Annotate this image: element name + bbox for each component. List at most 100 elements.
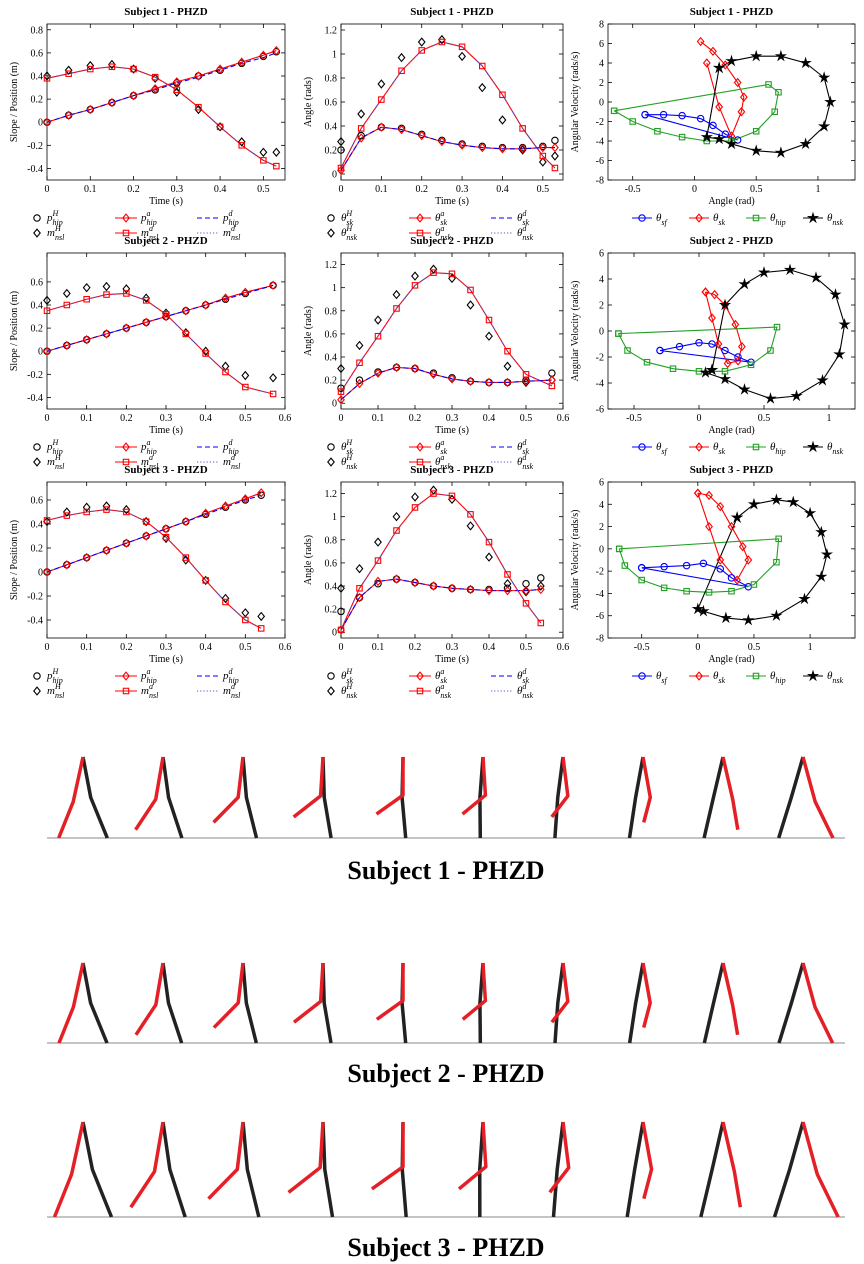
x-tick-label: 0.6 <box>557 642 570 653</box>
marker <box>357 109 366 119</box>
marker <box>43 516 51 527</box>
marker <box>637 564 646 572</box>
marker <box>181 516 190 527</box>
x-tick-label: 0 <box>45 642 50 653</box>
marker <box>337 136 345 147</box>
marker <box>411 282 419 289</box>
x-tick-label: 0.3 <box>160 413 173 424</box>
marker <box>716 565 725 573</box>
marker <box>551 142 559 153</box>
marker <box>725 54 738 67</box>
y-axis-label: Angle (rads) <box>303 535 314 585</box>
series-line <box>46 66 277 167</box>
legend-label: θH nsk <box>341 682 358 700</box>
marker <box>838 318 851 330</box>
axes-box <box>46 481 286 639</box>
x-tick-label: 0.5 <box>750 184 763 195</box>
legend-label: θd nsk <box>517 224 534 242</box>
marker <box>610 107 618 115</box>
y-axis-label: Angle (rads) <box>303 77 314 127</box>
x-tick-label: 0.3 <box>160 642 173 653</box>
marker <box>693 488 702 498</box>
marker <box>721 346 729 355</box>
marker <box>660 562 668 571</box>
stance-leg <box>161 1121 187 1218</box>
marker <box>709 121 717 130</box>
marker <box>43 346 51 356</box>
x-tick-label: 0 <box>697 413 702 424</box>
y-tick-label: 0 <box>38 347 43 358</box>
marker <box>498 115 507 125</box>
swing-leg <box>375 963 405 1021</box>
marker <box>172 87 181 97</box>
y-tick-label: 0.6 <box>325 558 338 569</box>
x-tick-label: 0 <box>45 184 50 195</box>
marker <box>216 122 225 132</box>
marker <box>733 575 742 585</box>
marker <box>65 70 72 77</box>
y-tick-label: 0 <box>332 399 337 410</box>
x-tick-label: 0.2 <box>409 413 422 424</box>
marker <box>519 125 526 132</box>
marker <box>374 579 382 588</box>
legend-marker <box>752 672 760 680</box>
stance-leg <box>551 1121 565 1218</box>
y-tick-label: 6 <box>599 249 604 260</box>
marker <box>659 110 668 119</box>
marker <box>448 374 456 384</box>
marker <box>437 136 446 147</box>
y-tick-label: -2 <box>596 353 604 364</box>
y-tick-label: 0.6 <box>31 496 44 507</box>
marker <box>337 146 345 154</box>
y-tick-label: -8 <box>596 634 604 645</box>
marker <box>43 75 51 82</box>
marker <box>43 71 51 81</box>
marker <box>551 151 559 161</box>
legend-label: θsk <box>713 670 726 685</box>
marker <box>221 293 230 303</box>
marker <box>242 383 249 391</box>
y-tick-label: 1.2 <box>325 260 338 271</box>
x-axis-label: Time (s) <box>435 196 469 207</box>
marker <box>744 555 753 565</box>
marker <box>503 377 512 388</box>
marker <box>374 576 382 587</box>
legend-label: θhip <box>770 441 786 456</box>
marker <box>194 71 203 81</box>
marker <box>151 84 160 94</box>
swing-leg <box>134 756 165 831</box>
marker <box>770 609 783 621</box>
marker <box>738 277 751 290</box>
swing-leg <box>129 1121 165 1209</box>
subplot: Subject 3 - PHZD Time (s) Angle (rads) 0 0.1… <box>303 464 570 692</box>
marker <box>397 52 406 63</box>
marker <box>337 384 345 392</box>
stance-leg <box>625 1121 645 1218</box>
marker <box>714 339 723 349</box>
marker <box>355 376 364 384</box>
marker <box>721 60 730 70</box>
x-axis-label: Angle (rad) <box>708 196 754 207</box>
legend-marker <box>416 671 424 681</box>
marker <box>123 508 130 516</box>
y-tick-label: -6 <box>596 156 604 167</box>
y-tick-label: 0.8 <box>325 535 338 546</box>
marker <box>64 65 73 75</box>
marker <box>660 584 668 592</box>
swing-leg <box>641 962 652 1029</box>
marker <box>355 563 364 574</box>
stance-leg <box>161 962 184 1044</box>
y-tick-label: -2 <box>596 117 604 128</box>
legend-label: pH hip <box>46 438 63 456</box>
y-tick-label: 0 <box>599 327 604 338</box>
marker <box>337 583 345 594</box>
marker <box>716 555 725 565</box>
y-tick-label: 1.2 <box>325 489 338 500</box>
marker <box>122 538 131 548</box>
marker <box>102 329 111 339</box>
marker <box>182 330 190 338</box>
x-tick-label: 0.5 <box>257 184 270 195</box>
marker <box>238 142 245 149</box>
marker <box>750 581 758 588</box>
y-tick-label: 2 <box>599 522 604 533</box>
